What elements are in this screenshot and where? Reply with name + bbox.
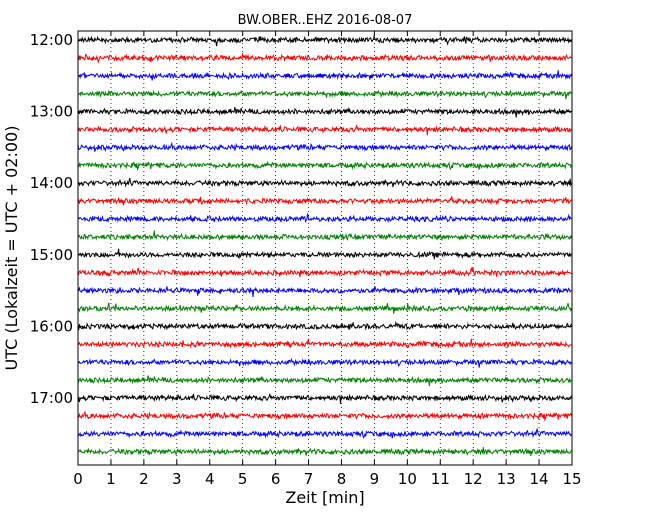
trace-1545 bbox=[77, 302, 572, 314]
y-tick-label: 12:00 bbox=[30, 31, 73, 49]
x-tick-label: 1 bbox=[106, 470, 116, 488]
trace-1700 bbox=[77, 393, 572, 404]
trace-1600 bbox=[77, 320, 572, 331]
x-axis-label: Zeit [min] bbox=[285, 488, 364, 507]
y-tick-label: 14:00 bbox=[30, 174, 73, 192]
trace-1430 bbox=[77, 213, 572, 224]
trace-1615 bbox=[77, 338, 572, 349]
trace-1415 bbox=[77, 196, 572, 206]
x-tick-label: 14 bbox=[530, 470, 549, 488]
trace-1530 bbox=[77, 286, 572, 298]
trace-1715 bbox=[77, 410, 572, 422]
trace-1630 bbox=[77, 357, 572, 368]
trace-1330 bbox=[77, 141, 572, 153]
trace-1245 bbox=[77, 89, 572, 100]
trace-1200 bbox=[77, 34, 572, 47]
x-tick-label: 0 bbox=[73, 470, 83, 488]
x-tick-label: 4 bbox=[205, 470, 215, 488]
x-tick-label: 2 bbox=[139, 470, 149, 488]
trace-1645 bbox=[77, 375, 572, 386]
x-tick-label: 9 bbox=[370, 470, 380, 488]
chart-title: BW.OBER..EHZ 2016-08-07 bbox=[238, 13, 413, 28]
traces bbox=[77, 34, 572, 457]
y-tick-label: 17:00 bbox=[30, 389, 73, 407]
trace-1400 bbox=[77, 177, 572, 188]
x-ticks: 0 1 2 3 4 5 6 7 8 9 10 11 12 13 14 15 bbox=[73, 31, 582, 488]
y-ticks: 12:00 13:00 14:00 15:00 16:00 17:00 bbox=[30, 31, 572, 407]
x-tick-label: 10 bbox=[398, 470, 417, 488]
plot-frame bbox=[77, 30, 573, 466]
trace-1730 bbox=[77, 428, 572, 439]
y-tick-label: 16:00 bbox=[30, 317, 73, 335]
trace-1215 bbox=[77, 53, 572, 64]
y-axis-label: UTC (Lokalzeit = UTC + 02:00) bbox=[2, 126, 21, 371]
x-tick-label: 12 bbox=[464, 470, 483, 488]
trace-1230 bbox=[77, 70, 572, 81]
x-tick-label: 5 bbox=[238, 470, 248, 488]
x-tick-label: 6 bbox=[271, 470, 281, 488]
x-tick-label: 8 bbox=[337, 470, 347, 488]
x-tick-label: 7 bbox=[304, 470, 314, 488]
x-tick-label: 3 bbox=[172, 470, 182, 488]
grid-lines bbox=[110, 31, 540, 465]
trace-1315 bbox=[77, 124, 572, 136]
x-tick-label: 15 bbox=[562, 470, 581, 488]
trace-1345 bbox=[77, 160, 572, 171]
y-tick-label: 15:00 bbox=[30, 246, 73, 264]
x-tick-label: 13 bbox=[497, 470, 516, 488]
trace-1745 bbox=[77, 447, 572, 457]
y-tick-label: 13:00 bbox=[30, 103, 73, 121]
x-tick-label: 11 bbox=[431, 470, 450, 488]
trace-1445 bbox=[77, 230, 572, 242]
trace-1300 bbox=[77, 107, 572, 118]
trace-1515 bbox=[77, 266, 572, 278]
trace-1500 bbox=[77, 248, 572, 260]
